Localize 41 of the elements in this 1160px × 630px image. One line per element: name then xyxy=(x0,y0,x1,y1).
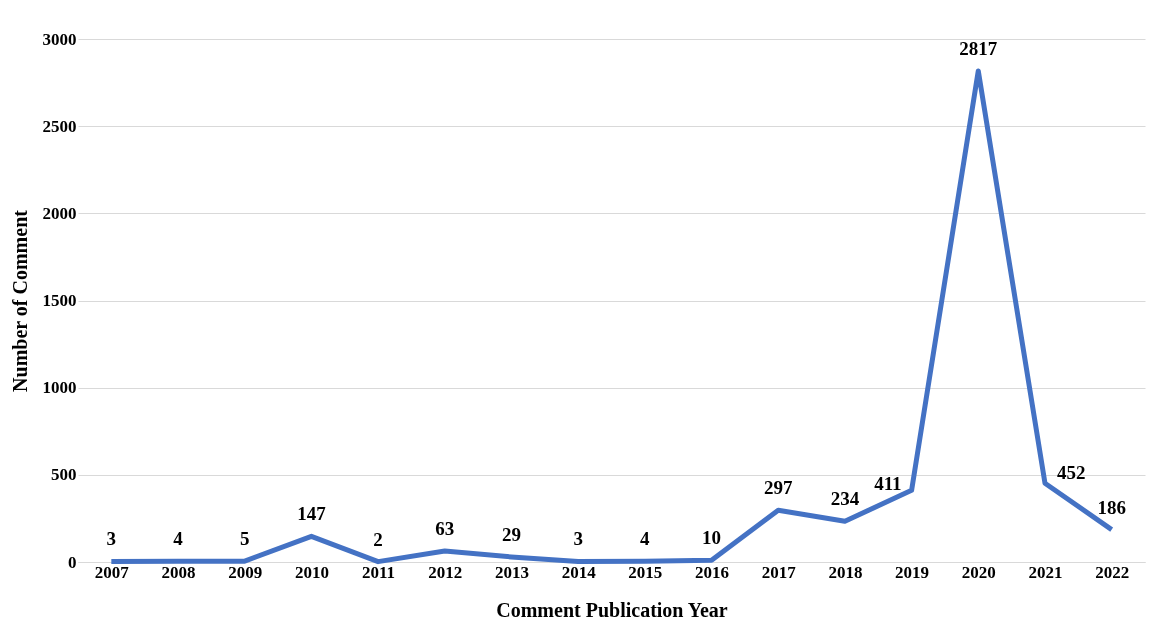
y-tick-label: 2500 xyxy=(42,116,77,136)
x-axis-title: Comment Publication Year xyxy=(496,598,728,621)
data-label: 3 xyxy=(573,528,583,550)
data-label: 147 xyxy=(297,503,327,525)
data-label: 186 xyxy=(1097,496,1126,518)
data-label: 452 xyxy=(1056,462,1086,484)
data-label: 29 xyxy=(501,523,521,545)
x-tick-label: 2013 xyxy=(494,562,529,582)
data-label: 63 xyxy=(435,518,455,540)
data-label: 10 xyxy=(702,527,722,549)
data-label: 4 xyxy=(173,528,184,550)
data-label: 2817 xyxy=(959,37,998,59)
x-tick-label: 2017 xyxy=(761,562,797,582)
x-tick-label: 2018 xyxy=(828,562,863,582)
y-tick-label: 500 xyxy=(51,465,77,485)
x-tick-label: 2010 xyxy=(294,562,329,582)
y-tick-label: 1000 xyxy=(42,378,77,398)
y-tick-label: 3000 xyxy=(42,29,77,49)
x-tick-label: 2011 xyxy=(362,562,396,582)
x-tick-label: 2008 xyxy=(161,562,196,582)
x-tick-label: 2016 xyxy=(695,562,730,582)
x-tick-label: 2019 xyxy=(895,562,930,582)
y-tick-label: 0 xyxy=(68,552,77,572)
x-tick-label: 2015 xyxy=(628,562,663,582)
x-tick-label: 2022 xyxy=(1095,562,1130,582)
x-tick-label: 2012 xyxy=(428,562,463,582)
x-tick-label: 2009 xyxy=(228,562,263,582)
data-label: 2 xyxy=(373,528,383,550)
data-label: 297 xyxy=(763,477,793,499)
data-label: 4 xyxy=(640,528,651,550)
y-axis-title: Number of Comment xyxy=(8,209,31,392)
x-tick-label: 2020 xyxy=(961,562,996,582)
data-label: 3 xyxy=(106,528,117,550)
x-tick-label: 2021 xyxy=(1028,562,1063,582)
data-label: 234 xyxy=(830,488,860,510)
y-tick-label: 2000 xyxy=(42,203,77,223)
x-tick-label: 2014 xyxy=(561,562,597,582)
data-label: 411 xyxy=(874,473,902,495)
y-tick-label: 1500 xyxy=(42,291,77,310)
x-tick-label: 2007 xyxy=(94,562,130,582)
data-label: 5 xyxy=(239,528,250,550)
